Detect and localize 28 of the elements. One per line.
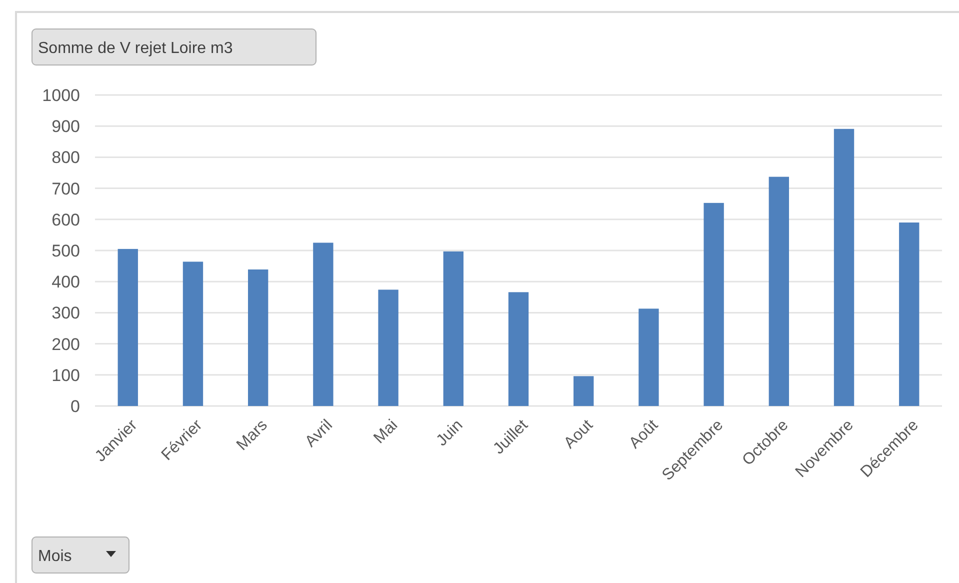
x-axis-title: Mois bbox=[38, 548, 72, 565]
bar bbox=[899, 222, 920, 406]
bar bbox=[443, 251, 464, 406]
bar bbox=[768, 176, 790, 406]
bar bbox=[248, 269, 268, 406]
bar bbox=[182, 262, 204, 406]
y-tick-label: 100 bbox=[52, 366, 80, 385]
bar bbox=[508, 292, 529, 406]
y-tick-label: 600 bbox=[52, 210, 80, 230]
y-tick-label: 500 bbox=[52, 241, 80, 260]
y-tick-label: 1000 bbox=[42, 86, 80, 105]
x-tick-label: Juin bbox=[433, 416, 466, 450]
bar bbox=[313, 242, 334, 406]
y-tick-label: 300 bbox=[52, 304, 80, 323]
bar bbox=[574, 376, 594, 406]
chart-title: Somme de V rejet Loire m3 bbox=[38, 40, 233, 57]
bar bbox=[638, 308, 659, 406]
y-tick-label: 400 bbox=[52, 272, 80, 292]
y-tick-label: 700 bbox=[52, 179, 80, 198]
bar bbox=[704, 202, 724, 406]
bar bbox=[118, 248, 138, 406]
bar bbox=[834, 128, 854, 406]
y-tick-label: 800 bbox=[52, 148, 80, 168]
y-tick-label: 0 bbox=[70, 396, 80, 416]
x-tick-label: Mai bbox=[370, 416, 402, 448]
y-tick-label: 900 bbox=[52, 117, 80, 136]
y-tick-label: 200 bbox=[52, 334, 80, 354]
bar bbox=[378, 290, 398, 406]
